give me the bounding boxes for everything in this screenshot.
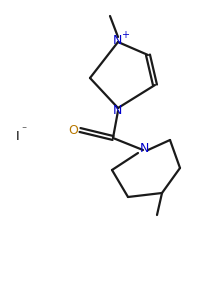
Text: N: N — [139, 142, 149, 155]
Text: +: + — [121, 30, 129, 40]
Text: I: I — [16, 130, 20, 142]
Text: N: N — [112, 35, 122, 47]
Text: N: N — [112, 103, 122, 117]
Text: O: O — [68, 124, 78, 137]
Text: ⁻: ⁻ — [21, 125, 27, 135]
